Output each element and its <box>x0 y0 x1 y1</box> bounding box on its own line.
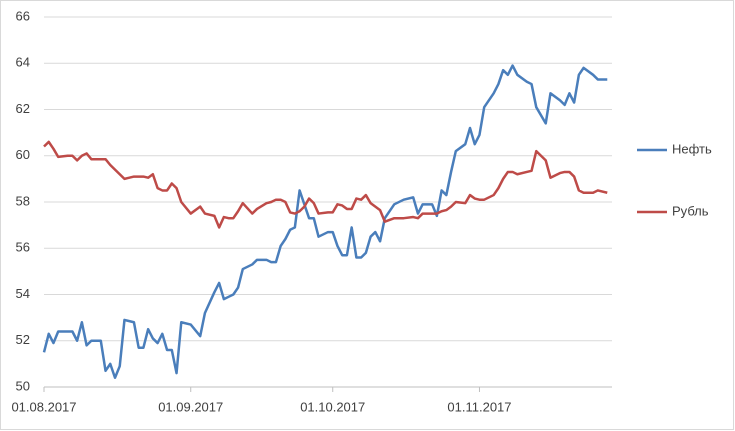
line-series <box>43 140 608 229</box>
y-tick-label: 54 <box>16 286 30 301</box>
y-tick-label: 50 <box>16 378 30 393</box>
y-tick-label: 66 <box>16 8 30 23</box>
y-tick-label: 64 <box>16 55 30 70</box>
y-tick-label: 60 <box>16 147 30 162</box>
x-tick-label: 01.09.2017 <box>158 399 223 414</box>
y-tick-label: 56 <box>16 240 30 255</box>
legend-label: Рубль <box>672 203 709 218</box>
y-tick-label: 58 <box>16 193 30 208</box>
y-tick-label: 52 <box>16 332 30 347</box>
x-tick-label: 01.11.2017 <box>447 399 511 414</box>
legend-label: Нефть <box>672 141 712 156</box>
y-tick-label: 62 <box>16 101 30 116</box>
line-series <box>42 64 608 379</box>
x-tick-label: 01.10.2017 <box>300 399 365 414</box>
x-tick-label: 01.08.2017 <box>11 399 76 414</box>
